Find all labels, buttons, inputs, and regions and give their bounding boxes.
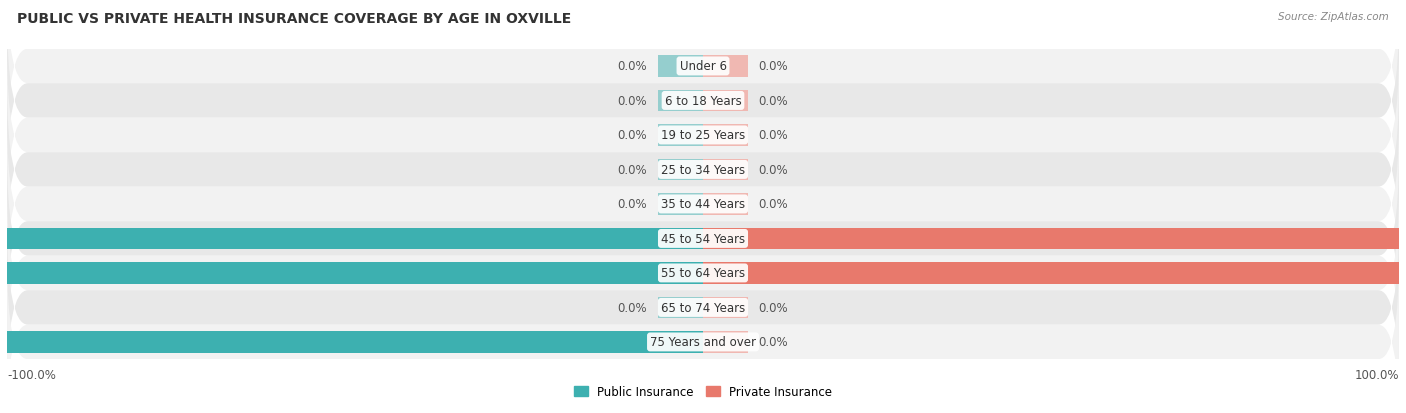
Text: 100.0%: 100.0% (1354, 368, 1399, 381)
Bar (703, 228, 1399, 249)
Bar (703, 125, 748, 146)
Text: 0.0%: 0.0% (759, 95, 789, 108)
Text: 0.0%: 0.0% (759, 60, 789, 73)
Legend: Public Insurance, Private Insurance: Public Insurance, Private Insurance (569, 381, 837, 403)
FancyBboxPatch shape (7, 222, 1399, 394)
Bar (658, 194, 703, 215)
Text: 0.0%: 0.0% (759, 164, 789, 176)
Bar (703, 56, 748, 78)
Text: 35 to 44 Years: 35 to 44 Years (661, 198, 745, 211)
Text: 0.0%: 0.0% (617, 60, 647, 73)
Text: 0.0%: 0.0% (617, 301, 647, 314)
Bar (703, 159, 748, 181)
Text: 75 Years and over: 75 Years and over (650, 336, 756, 349)
Text: 0.0%: 0.0% (617, 164, 647, 176)
Bar (658, 297, 703, 318)
Text: Under 6: Under 6 (679, 60, 727, 73)
Bar (703, 297, 748, 318)
Bar (703, 331, 748, 353)
Bar (703, 90, 748, 112)
FancyBboxPatch shape (7, 84, 1399, 256)
FancyBboxPatch shape (7, 119, 1399, 290)
FancyBboxPatch shape (7, 153, 1399, 325)
Bar (658, 90, 703, 112)
Text: 0.0%: 0.0% (617, 129, 647, 142)
Text: Source: ZipAtlas.com: Source: ZipAtlas.com (1278, 12, 1389, 22)
Text: 65 to 74 Years: 65 to 74 Years (661, 301, 745, 314)
Bar (658, 56, 703, 78)
FancyBboxPatch shape (7, 50, 1399, 222)
Text: -100.0%: -100.0% (7, 368, 56, 381)
Text: 25 to 34 Years: 25 to 34 Years (661, 164, 745, 176)
Bar (7, 263, 703, 284)
FancyBboxPatch shape (7, 187, 1399, 359)
Text: 55 to 64 Years: 55 to 64 Years (661, 267, 745, 280)
Text: 0.0%: 0.0% (617, 198, 647, 211)
Text: 19 to 25 Years: 19 to 25 Years (661, 129, 745, 142)
Bar (658, 125, 703, 146)
Text: 6 to 18 Years: 6 to 18 Years (665, 95, 741, 108)
FancyBboxPatch shape (7, 0, 1399, 153)
FancyBboxPatch shape (7, 256, 1399, 413)
Text: PUBLIC VS PRIVATE HEALTH INSURANCE COVERAGE BY AGE IN OXVILLE: PUBLIC VS PRIVATE HEALTH INSURANCE COVER… (17, 12, 571, 26)
Bar (7, 228, 703, 249)
Text: 0.0%: 0.0% (759, 336, 789, 349)
Text: 0.0%: 0.0% (617, 95, 647, 108)
FancyBboxPatch shape (7, 15, 1399, 187)
Bar (7, 331, 703, 353)
Text: 0.0%: 0.0% (759, 198, 789, 211)
Text: 0.0%: 0.0% (759, 301, 789, 314)
Bar (658, 159, 703, 181)
Text: 0.0%: 0.0% (759, 129, 789, 142)
Text: 45 to 54 Years: 45 to 54 Years (661, 233, 745, 245)
Bar (703, 194, 748, 215)
Bar (703, 263, 1399, 284)
